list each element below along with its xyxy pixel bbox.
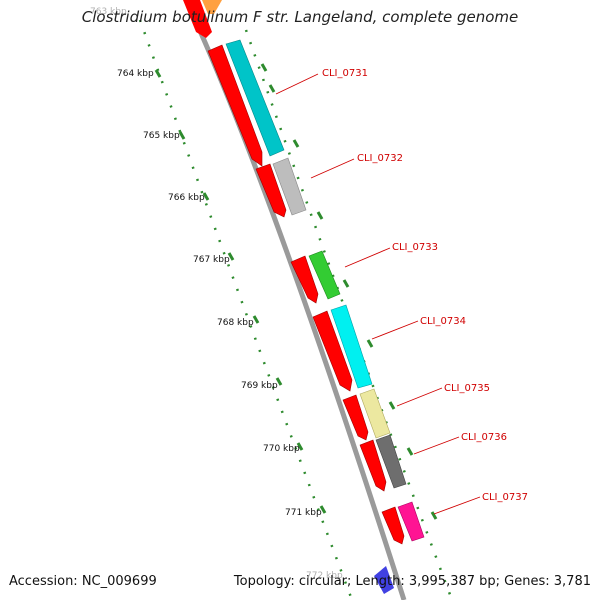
gene-leader-lines [275, 73, 481, 515]
tick-label-769: 769 kbp [241, 381, 278, 391]
gene-label-cli-0735[interactable]: CLI_0735 [444, 383, 490, 394]
gene-cli-0737[interactable] [381, 501, 425, 545]
gene-label-cli-0734[interactable]: CLI_0734 [420, 316, 466, 327]
tick-label-772: 772 kbp [306, 571, 343, 581]
tick-label-766: 766 kbp [168, 193, 205, 203]
genome-title: Clostridium botulinum F str. Langeland, … [81, 8, 519, 26]
gene-cli-0733[interactable] [290, 250, 341, 304]
tick-label-763: 763 kbp [90, 7, 127, 17]
gene-cli-0734[interactable] [312, 304, 373, 392]
gene-label-cli-0731[interactable]: CLI_0731 [322, 68, 368, 79]
accession-text: Accession: NC_009699 [9, 574, 157, 589]
gene-label-cli-0733[interactable]: CLI_0733 [392, 242, 438, 253]
tick-label-767: 767 kbp [193, 255, 230, 265]
gene-cli-0735[interactable] [342, 388, 391, 441]
gene-partial-bottom [374, 566, 394, 594]
gene-cli-0736[interactable] [359, 434, 407, 492]
ruler-right-ticks [260, 63, 438, 520]
ruler-major-ticks [154, 69, 327, 514]
gene-label-cli-0736[interactable]: CLI_0736 [461, 432, 507, 443]
tick-label-770: 770 kbp [263, 444, 300, 454]
gene-label-cli-0732[interactable]: CLI_0732 [357, 153, 403, 164]
gene-cli-0731[interactable] [207, 39, 285, 167]
tick-label-764: 764 kbp [117, 69, 154, 79]
genome-summary-text: Topology: circular; Length: 3,995,387 bp… [233, 574, 591, 589]
gene-cli-0732[interactable] [255, 157, 307, 218]
tick-label-765: 765 kbp [143, 131, 180, 141]
tick-label-771: 771 kbp [285, 508, 322, 518]
gene-partial-top [183, 0, 222, 38]
tick-label-768: 768 kbp [217, 318, 254, 328]
gene-label-cli-0737[interactable]: CLI_0737 [482, 492, 528, 503]
